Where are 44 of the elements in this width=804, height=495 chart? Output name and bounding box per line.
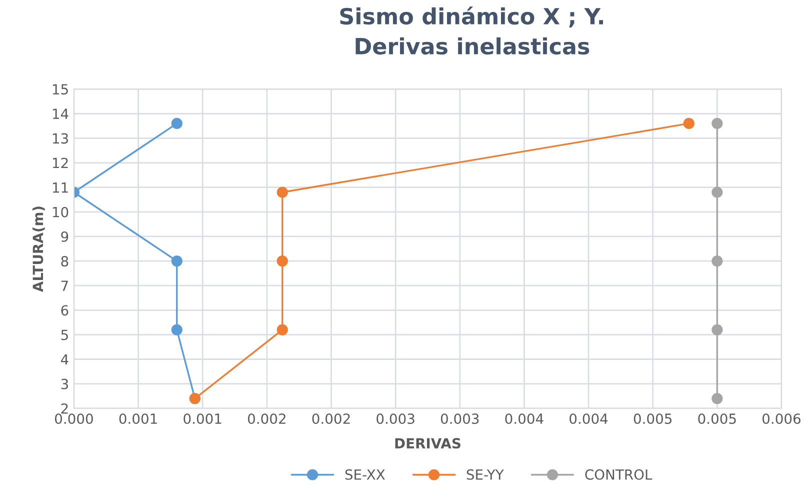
point — [171, 118, 182, 130]
x-tick-label: 0.002 — [248, 413, 286, 424]
x-tick-label: 0.001 — [184, 413, 222, 424]
y-tick-label: 9 — [61, 231, 68, 242]
x-tick-label: 0.003 — [376, 413, 414, 424]
point — [171, 255, 182, 267]
y-tick-label: 4 — [60, 354, 68, 365]
point — [712, 255, 723, 267]
y-tick-label: 15 — [52, 84, 68, 95]
point — [712, 324, 723, 336]
y-tick-label: 12 — [52, 158, 68, 168]
x-tick-label: 0.005 — [698, 413, 736, 424]
point — [276, 255, 288, 267]
legend-label: SE-YY — [466, 469, 504, 480]
point — [712, 118, 723, 130]
point — [276, 186, 288, 198]
x-tick-label: 0.003 — [440, 413, 479, 424]
chart-title: Sismo dinámico X ; Y. Derivas inelasticas — [340, 6, 604, 55]
point — [683, 118, 694, 130]
y-tick-label: 11 — [52, 182, 68, 193]
y-tick-label: 8 — [61, 256, 68, 266]
legend-label: SE-XX — [345, 469, 385, 480]
y-tick-label: 10 — [52, 206, 68, 218]
y-tick-label: 14 — [52, 108, 68, 119]
x-tick-label: 0.000 — [55, 413, 93, 424]
x-tick-label: 0.004 — [570, 413, 608, 424]
x-axis-title: DERIVAS — [395, 438, 460, 449]
legend-label: CONTROL — [585, 469, 652, 480]
x-tick-label: 0.001 — [119, 413, 157, 424]
x-tick-label: 0.006 — [762, 413, 800, 424]
x-tick-label: 0.002 — [312, 413, 350, 424]
y-tick-label: 7 — [61, 280, 68, 291]
x-tick-label: 0.005 — [634, 413, 672, 424]
y-tick-label: 6 — [61, 305, 68, 316]
point — [171, 324, 182, 336]
x-tick-label: 0.004 — [505, 413, 544, 424]
point — [712, 186, 723, 198]
y-tick-label: 3 — [61, 378, 68, 390]
y-tick-label: 13 — [52, 133, 68, 144]
y-axis-title: ALTURA(m) — [32, 206, 45, 292]
y-tick-label: 2 — [61, 403, 68, 414]
y-tick-label: 5 — [61, 330, 68, 340]
point — [276, 324, 288, 336]
point — [712, 392, 723, 404]
